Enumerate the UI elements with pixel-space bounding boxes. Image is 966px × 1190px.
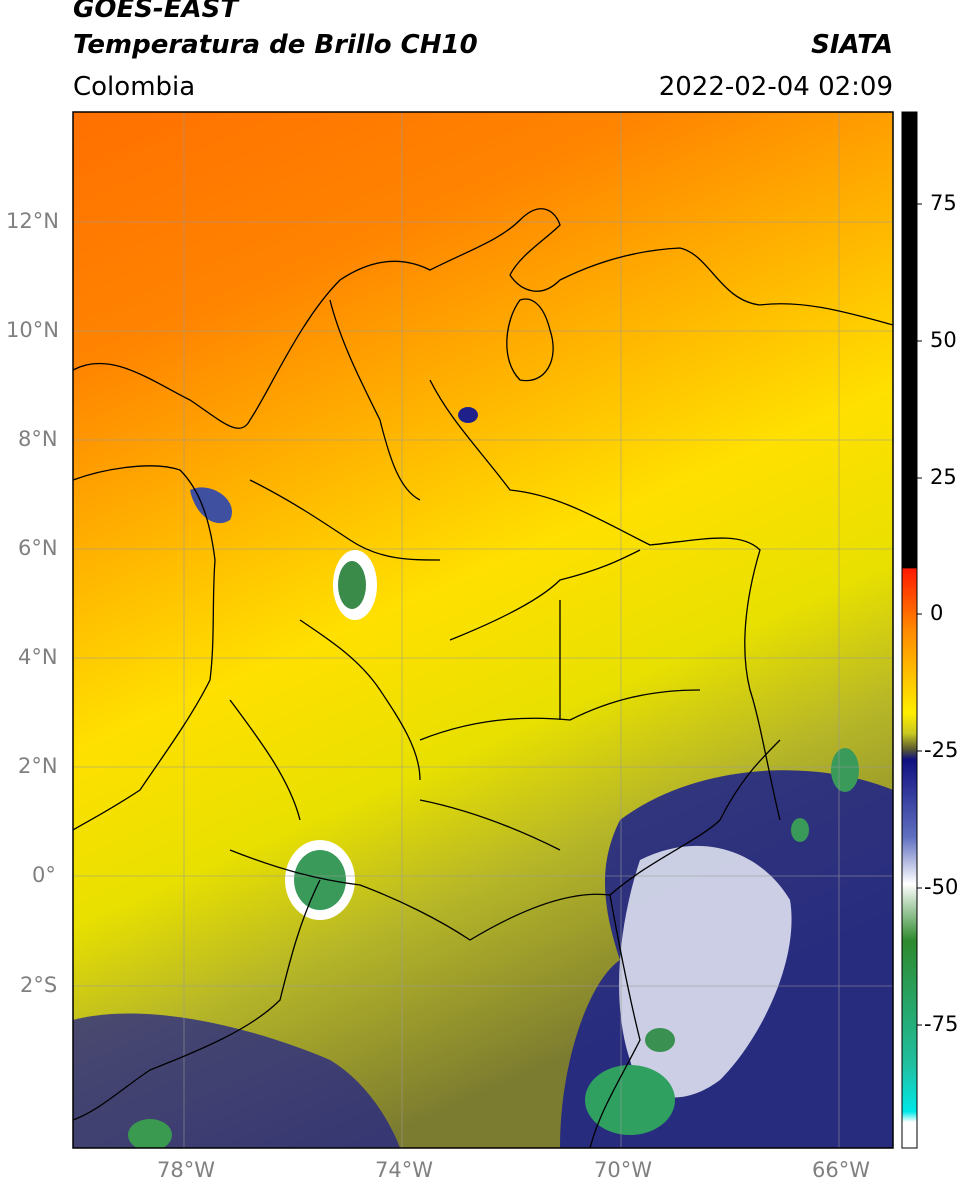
- colombia-venezuela-border: [429, 379, 781, 821]
- lat-label-2s: 2°S: [20, 973, 58, 997]
- title-line-2: Temperatura de Brillo CH10: [73, 30, 478, 60]
- dept-border-4: [449, 549, 641, 641]
- lon-label-74w: 74°W: [375, 1158, 433, 1182]
- colorbar-label-50: 50: [930, 328, 957, 352]
- cold-cloud-west: [190, 487, 232, 524]
- dept-border-7: [329, 299, 421, 501]
- colorbar-label-0: 0: [930, 601, 944, 625]
- lat-label-4n: 4°N: [18, 645, 58, 669]
- caribbean-coast: [73, 208, 893, 429]
- colorbar-label-25: 25: [930, 465, 957, 489]
- coldest-core-southwest: [128, 1119, 172, 1148]
- gridlines: [73, 112, 893, 1148]
- cold-cloud-east-2: [791, 818, 809, 842]
- lon-label-66w: 66°W: [812, 1158, 870, 1182]
- lat-label-12n: 12°N: [6, 209, 59, 233]
- lon-label-70w: 70°W: [594, 1158, 652, 1182]
- title-line-1: GOES-EAST: [73, 0, 239, 24]
- lat-label-10n: 10°N: [6, 318, 59, 342]
- dept-border-3: [419, 689, 701, 741]
- colorbar-label-minus75: -75: [924, 1012, 959, 1036]
- region-label: Colombia: [73, 72, 196, 102]
- map-frame: [72, 111, 894, 1149]
- dept-border-2: [299, 619, 421, 781]
- colombia-brazil-border: [609, 739, 781, 896]
- lat-label-2n: 2°N: [18, 754, 58, 778]
- colorbar: [901, 111, 922, 1149]
- pacific-coast: [73, 465, 216, 831]
- coldest-core-andes: [338, 561, 366, 609]
- dept-border-6: [229, 699, 301, 821]
- lon-label-78w: 78°W: [157, 1158, 215, 1182]
- dept-border-8: [419, 799, 561, 851]
- coldest-core-south: [585, 1065, 675, 1135]
- brand-label: SIATA: [811, 30, 893, 60]
- lake-maracaibo: [506, 298, 554, 382]
- timestamp-label: 2022-02-04 02:09: [658, 72, 893, 102]
- cold-cloud-region-southwest: [73, 1013, 400, 1148]
- country-borders: [73, 208, 893, 1148]
- colombia-south-border: [229, 849, 641, 1148]
- coldest-core-patch: [645, 1028, 675, 1052]
- cold-cloud-north: [458, 407, 478, 423]
- colorbar-label-minus50: -50: [924, 875, 959, 899]
- colorbar-label-minus25: -25: [924, 738, 959, 762]
- lat-label-6n: 6°N: [18, 536, 58, 560]
- colorbar-label-75: 75: [930, 191, 957, 215]
- cold-cloud-east: [831, 748, 859, 792]
- dept-border-1: [249, 479, 441, 561]
- peru-ecuador-border: [73, 879, 321, 1121]
- lat-label-0: 0°: [32, 863, 56, 887]
- map-field: [73, 112, 893, 1148]
- lat-label-8n: 8°N: [18, 427, 58, 451]
